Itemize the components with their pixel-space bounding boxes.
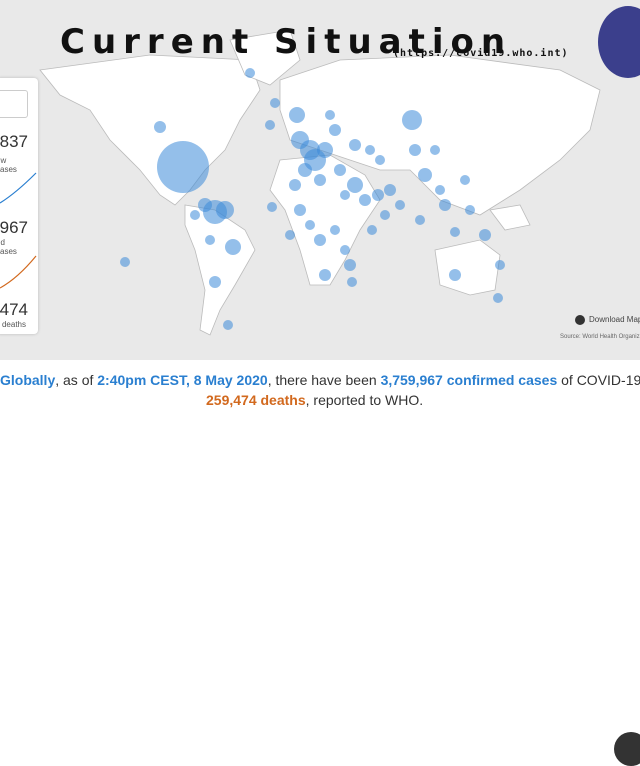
bubble[interactable] <box>495 260 505 270</box>
bubble[interactable] <box>367 225 377 235</box>
bubble[interactable] <box>209 276 221 288</box>
url: (https://covid19.who.int) <box>393 48 569 59</box>
bubble[interactable] <box>435 185 445 195</box>
summary-line-2: 259,474 deaths, reported to WHO. <box>206 392 423 408</box>
bubble[interactable] <box>225 239 241 255</box>
bubble[interactable] <box>465 205 475 215</box>
bubble[interactable] <box>380 210 390 220</box>
bubble[interactable] <box>329 124 341 136</box>
summary-text: of COVID-19, including <box>561 372 640 388</box>
bubble[interactable] <box>340 190 350 200</box>
map-source: Source: World Health Organiz <box>560 334 640 340</box>
sparklines <box>0 172 37 289</box>
bubble[interactable] <box>334 164 346 176</box>
confirmed-label: ed cases <box>0 238 17 256</box>
bubble[interactable] <box>157 141 209 193</box>
bubble[interactable] <box>409 144 421 156</box>
bubble[interactable] <box>493 293 503 303</box>
bubble[interactable] <box>325 110 335 120</box>
summary: Globally, as of 2:40pm CEST, 8 May 2020,… <box>0 360 640 766</box>
bubble[interactable] <box>439 199 451 211</box>
summary-line-1: Globally, as of 2:40pm CEST, 8 May 2020,… <box>0 372 640 388</box>
new-cases-label: ew cases <box>0 156 17 174</box>
bubble[interactable] <box>319 269 331 281</box>
new-cases-value: 837 <box>0 132 28 151</box>
confirmed-value: ,967 <box>0 218 28 237</box>
page: {"header": {"title": "Current Situation"… <box>0 0 640 420</box>
bubble[interactable] <box>120 257 130 267</box>
bubble[interactable] <box>314 234 326 246</box>
bubble[interactable] <box>415 215 425 225</box>
deaths-value: ,474 <box>0 300 28 319</box>
bubble[interactable] <box>305 220 315 230</box>
logo <box>598 6 640 78</box>
bubble[interactable] <box>267 202 277 212</box>
bubble[interactable] <box>245 68 255 78</box>
bubble[interactable] <box>449 269 461 281</box>
bubble[interactable] <box>216 201 234 219</box>
summary-text: 2:40pm CEST, 8 May 2020 <box>97 372 268 388</box>
bubble[interactable] <box>359 194 371 206</box>
bubble[interactable] <box>289 107 305 123</box>
bubble[interactable] <box>289 179 301 191</box>
world-map <box>0 0 640 360</box>
bubble[interactable] <box>479 229 491 241</box>
summary-text: Globally <box>0 372 56 388</box>
bubble[interactable] <box>372 189 384 201</box>
bubble[interactable] <box>402 110 422 130</box>
bubble[interactable] <box>347 177 363 193</box>
bubble[interactable] <box>190 210 200 220</box>
summary-text: , as of <box>55 372 98 388</box>
case-bubbles <box>120 68 505 330</box>
bubble[interactable] <box>349 139 361 151</box>
bubble[interactable] <box>330 225 340 235</box>
summary-text: , reported to WHO. <box>305 392 424 408</box>
bubble[interactable] <box>344 259 356 271</box>
bubble[interactable] <box>265 120 275 130</box>
bubble[interactable] <box>285 230 295 240</box>
bubble[interactable] <box>154 121 166 133</box>
side-panel: 837 ew cases ,967 ed cases ,474 deaths <box>0 78 38 334</box>
bubble[interactable] <box>270 98 280 108</box>
summary-text: 259,474 deaths <box>206 392 306 408</box>
download-map[interactable]: Download Map D <box>575 315 640 325</box>
bubble[interactable] <box>340 245 350 255</box>
bubble[interactable] <box>223 320 233 330</box>
bubble[interactable] <box>418 168 432 182</box>
bubble[interactable] <box>298 163 312 177</box>
dropdown[interactable] <box>0 90 28 118</box>
bubble[interactable] <box>347 277 357 287</box>
bubble[interactable] <box>450 227 460 237</box>
summary-text: 3,759,967 confirmed cases <box>380 372 558 388</box>
bubble[interactable] <box>317 142 333 158</box>
bubble[interactable] <box>294 204 306 216</box>
bubble[interactable] <box>365 145 375 155</box>
summary-text: , there have been <box>267 372 381 388</box>
bubble[interactable] <box>198 198 212 212</box>
deaths-label: deaths <box>1 320 26 329</box>
bubble[interactable] <box>430 145 440 155</box>
bubble[interactable] <box>205 235 215 245</box>
bubble[interactable] <box>314 174 326 186</box>
bubble[interactable] <box>460 175 470 185</box>
bubble[interactable] <box>375 155 385 165</box>
bubble[interactable] <box>384 184 396 196</box>
chat-button[interactable] <box>614 732 640 766</box>
bubble[interactable] <box>395 200 405 210</box>
title: Current Situation <box>60 22 513 62</box>
